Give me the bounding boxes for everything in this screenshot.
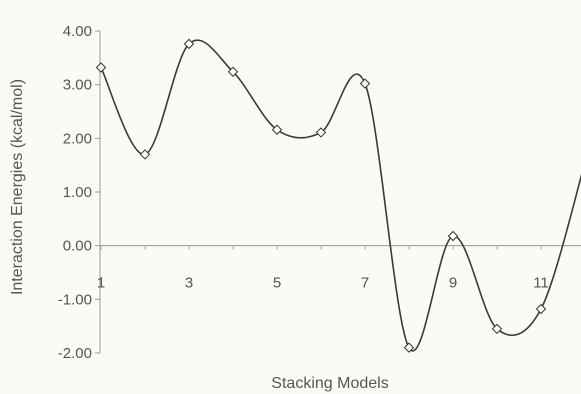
- y-tick-label: -1.00: [58, 291, 92, 308]
- data-point-marker: [491, 323, 503, 335]
- y-tick-label: 2.00: [63, 130, 92, 147]
- data-point-marker: [227, 66, 239, 77]
- x-tick-label: 9: [449, 275, 457, 292]
- data-point-marker: [403, 342, 415, 353]
- data-point-marker: [95, 62, 107, 73]
- series-line: [100, 39, 581, 352]
- y-axis-title: Interaction Energies (kcal/mol): [9, 79, 26, 295]
- y-tick-label: -2.00: [58, 345, 92, 362]
- y-tick-label: 4.00: [63, 23, 92, 40]
- x-tick-label: 3: [185, 275, 193, 292]
- data-point-marker: [535, 303, 547, 315]
- data-point-marker: [271, 124, 283, 135]
- y-tick-label: 3.00: [63, 77, 92, 94]
- x-tick-label: 1: [97, 275, 105, 292]
- x-tick-label: 5: [273, 275, 281, 292]
- x-tick-label: 11: [533, 275, 549, 292]
- x-axis-title: Stacking Models: [271, 375, 388, 392]
- data-point-marker: [183, 38, 195, 50]
- y-tick-label: 1.00: [63, 184, 92, 201]
- x-tick-label: 7: [361, 275, 369, 292]
- data-point-marker: [447, 230, 459, 242]
- data-point-marker: [315, 127, 327, 138]
- data-point-marker: [139, 149, 151, 160]
- data-point-marker: [359, 78, 371, 89]
- y-tick-label: 0.00: [63, 238, 92, 255]
